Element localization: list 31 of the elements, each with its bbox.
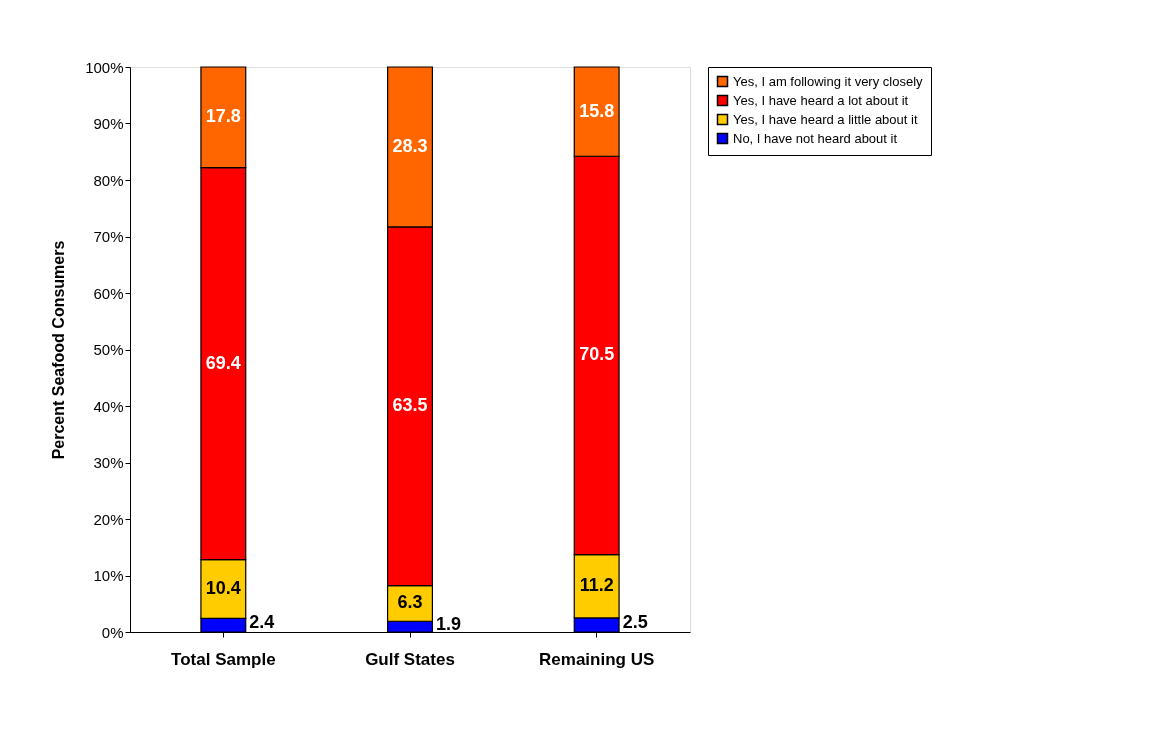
data-label: 11.2	[579, 575, 614, 596]
x-tick-label: Gulf States	[365, 649, 455, 669]
y-tick-label: 80%	[93, 171, 124, 189]
data-label: 69.4	[205, 352, 241, 373]
y-tick-label: 50%	[93, 341, 124, 358]
y-tick-label: 40%	[93, 397, 124, 415]
data-label: 10.4	[205, 578, 241, 599]
legend-label: Yes, I have heard a little about it	[733, 111, 918, 127]
x-tick-label: Total Sample	[171, 649, 276, 669]
y-tick-label: 20%	[93, 510, 124, 528]
data-label: 1.9	[436, 613, 462, 634]
data-label: 6.3	[397, 592, 423, 613]
y-tick-label: 60%	[93, 284, 124, 302]
data-label: 17.8	[205, 106, 241, 127]
data-label: 70.5	[579, 344, 615, 365]
data-label: 15.8	[579, 100, 615, 121]
y-tick-label: 90%	[93, 115, 124, 132]
data-label: 2.4	[249, 612, 275, 633]
y-tick-label: 100%	[85, 58, 124, 76]
x-tick-label: Remaining US	[539, 649, 655, 669]
y-tick-label: 30%	[93, 454, 124, 471]
data-label: 63.5	[392, 395, 428, 416]
y-tick-label: 70%	[93, 228, 124, 245]
y-tick-label: 10%	[93, 567, 124, 584]
data-label: 28.3	[392, 135, 428, 156]
y-axis-title: Percent Seafood Consumers	[50, 240, 68, 460]
y-tick-label: 0%	[101, 623, 124, 641]
legend-label: Yes, I am following it very closely	[733, 73, 924, 89]
legend-label: No, I have not heard about it	[733, 130, 898, 146]
legend-label: Yes, I have heard a lot about it	[733, 92, 909, 108]
data-label: 2.5	[622, 611, 648, 632]
